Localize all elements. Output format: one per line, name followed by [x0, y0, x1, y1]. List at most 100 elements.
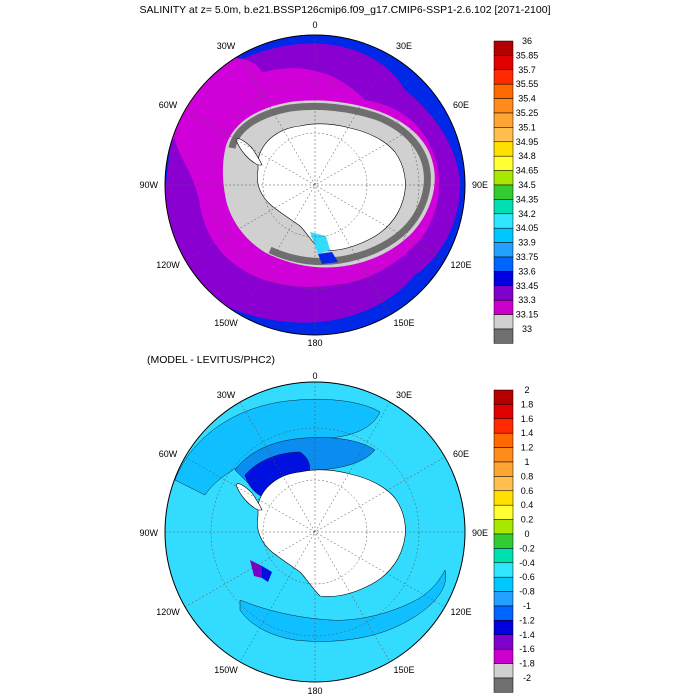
colorbar-swatch — [493, 199, 514, 215]
colorbar-label: 34.95 — [516, 137, 539, 147]
bottom-lon-label-150e: 150E — [393, 665, 414, 675]
colorbar-label: 2 — [524, 385, 529, 395]
colorbar-label: -1 — [523, 601, 531, 611]
colorbar-label: 1.6 — [521, 414, 534, 424]
colorbar-label: 35.7 — [518, 65, 536, 75]
colorbar-label: 0.8 — [521, 471, 534, 481]
colorbar-label: -1.2 — [519, 615, 535, 625]
colorbar-swatch — [493, 256, 514, 272]
colorbar-swatch — [493, 634, 514, 650]
colorbar-swatch — [493, 490, 514, 506]
colorbar-swatch — [493, 40, 514, 56]
bottom-colorbar: 2 1.8 1.6 1.4 1.2 1 0.8 0.6 0.4 0.2 0 -0.2 -0.4 -0.6 -… — [493, 385, 535, 693]
colorbar-label: 0 — [524, 529, 529, 539]
colorbar-label: 35.55 — [516, 79, 539, 89]
colorbar-label: 33.75 — [516, 252, 539, 262]
colorbar-swatch — [493, 389, 514, 405]
top-lon-label-60e: 60E — [453, 100, 469, 110]
colorbar-swatch — [493, 504, 514, 520]
colorbar-label: -0.6 — [519, 572, 535, 582]
colorbar-label: -0.2 — [519, 543, 535, 553]
bottom-lon-label-120e: 120E — [450, 607, 471, 617]
colorbar-swatch — [493, 69, 514, 85]
top-map-border — [164, 34, 466, 336]
colorbar-label: 34.35 — [516, 194, 539, 204]
bottom-lon-label-150w: 150W — [214, 665, 238, 675]
colorbar-swatch — [493, 328, 514, 344]
colorbar-swatch — [493, 155, 514, 171]
bottom-map-graticule — [165, 382, 465, 682]
colorbar-swatch — [493, 141, 514, 157]
colorbar-label: -1.6 — [519, 644, 535, 654]
top-lon-label-30e: 30E — [396, 41, 412, 51]
top-lon-label-150w: 150W — [214, 318, 238, 328]
colorbar-swatch — [493, 605, 514, 621]
top-map-antarctica — [257, 123, 406, 251]
colorbar-label: -0.4 — [519, 558, 535, 568]
top-map-ross-feature-2 — [318, 252, 338, 264]
colorbar-label: 34.05 — [516, 223, 539, 233]
colorbar-label: -2 — [523, 673, 531, 683]
bottom-map: 0 30E 60E 90E 120E 150E 180 150W 120W 90… — [139, 371, 488, 696]
colorbar-label: 0.2 — [521, 515, 534, 525]
bottom-lon-label-120w: 120W — [156, 607, 180, 617]
bottom-map-darker-region-2 — [239, 569, 446, 642]
colorbar-label: 36 — [522, 36, 532, 46]
colorbar-swatch — [493, 663, 514, 679]
colorbar-swatch — [493, 418, 514, 434]
bottom-map-antarctica — [257, 469, 406, 597]
top-lon-label-120e: 120E — [450, 260, 471, 270]
colorbar-label: 34.8 — [518, 151, 536, 161]
colorbar-swatch — [493, 227, 514, 243]
bottom-lon-label-180: 180 — [307, 686, 322, 696]
bottom-lon-label-60w: 60W — [159, 449, 178, 459]
colorbar-label: 1.4 — [521, 428, 534, 438]
bottom-lon-label-90w: 90W — [139, 528, 158, 538]
colorbar-label: -1.4 — [519, 630, 535, 640]
top-map-ross-feature — [310, 232, 330, 254]
colorbar-label: 34.2 — [518, 209, 536, 219]
top-lon-label-30w: 30W — [217, 41, 236, 51]
bottom-lon-label-60e: 60E — [453, 449, 469, 459]
colorbar-label: 0.4 — [521, 500, 534, 510]
colorbar-swatch — [493, 620, 514, 636]
colorbar-label: 35.4 — [518, 94, 536, 104]
colorbar-swatch — [493, 127, 514, 143]
colorbar-swatch — [493, 562, 514, 578]
colorbar-swatch — [493, 548, 514, 564]
colorbar-label: 33.3 — [518, 295, 536, 305]
top-lon-label-90e: 90E — [472, 180, 488, 190]
colorbar-label: 1 — [524, 457, 529, 467]
colorbar-label: 33.9 — [518, 238, 536, 248]
colorbar-swatch — [493, 184, 514, 200]
colorbar-swatch — [493, 112, 514, 128]
colorbar-label: -1.8 — [519, 659, 535, 669]
colorbar-label: 33.45 — [516, 281, 539, 291]
colorbar-swatch — [493, 404, 514, 420]
colorbar-label: 1.2 — [521, 443, 534, 453]
colorbar-swatch — [493, 677, 514, 693]
colorbar-label: 35.85 — [516, 50, 539, 60]
colorbar-label: 33.6 — [518, 266, 536, 276]
colorbar-swatch — [493, 213, 514, 229]
colorbar-swatch — [493, 476, 514, 492]
colorbar-label: 34.65 — [516, 166, 539, 176]
colorbar-label: 35.1 — [518, 122, 536, 132]
colorbar-swatch — [493, 285, 514, 301]
colorbar-swatch — [493, 242, 514, 258]
colorbar-swatch — [493, 314, 514, 330]
colorbar-swatch — [493, 576, 514, 592]
colorbar-label: 35.25 — [516, 108, 539, 118]
top-map-coast-strip — [228, 102, 431, 266]
colorbar-swatch — [493, 299, 514, 315]
top-lon-label-90w: 90W — [139, 180, 158, 190]
bottom-lon-label-90e: 90E — [472, 528, 488, 538]
colorbar-label: 33.15 — [516, 310, 539, 320]
bottom-lon-label-0: 0 — [312, 371, 317, 381]
top-lon-label-150e: 150E — [393, 318, 414, 328]
top-lon-label-0: 0 — [312, 20, 317, 30]
colorbar-label: -0.8 — [519, 587, 535, 597]
bottom-map-peninsula — [235, 483, 263, 511]
top-map: 0 30E 60E 90E 120E 150E 180 150W 120W 90… — [139, 20, 488, 348]
